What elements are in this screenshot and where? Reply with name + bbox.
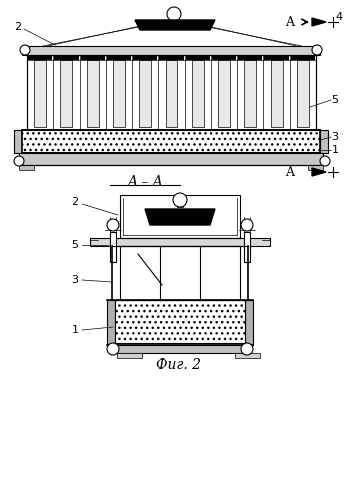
Bar bbox=[238, 55, 262, 60]
Circle shape bbox=[312, 45, 322, 55]
Text: 2: 2 bbox=[71, 197, 78, 207]
Bar bbox=[19, 153, 323, 165]
Text: 5: 5 bbox=[72, 240, 78, 250]
Bar bbox=[107, 55, 131, 60]
Text: A: A bbox=[285, 166, 294, 178]
Text: 1: 1 bbox=[72, 325, 78, 335]
Text: A – A: A – A bbox=[127, 175, 163, 189]
Bar bbox=[244, 60, 256, 127]
Circle shape bbox=[107, 219, 119, 231]
Text: 1: 1 bbox=[332, 145, 338, 155]
Bar bbox=[120, 195, 240, 238]
Polygon shape bbox=[312, 18, 326, 26]
Bar bbox=[218, 60, 230, 127]
Bar bbox=[19, 165, 34, 170]
Bar bbox=[133, 55, 157, 60]
Bar bbox=[265, 55, 289, 60]
Circle shape bbox=[107, 343, 119, 355]
Bar bbox=[120, 246, 240, 300]
Circle shape bbox=[173, 193, 187, 207]
Text: 5: 5 bbox=[332, 95, 338, 105]
Polygon shape bbox=[135, 20, 215, 30]
Bar bbox=[192, 60, 204, 127]
Bar bbox=[28, 55, 52, 60]
Bar bbox=[308, 165, 323, 170]
Bar bbox=[320, 130, 328, 153]
Circle shape bbox=[20, 45, 30, 55]
Bar bbox=[245, 300, 253, 345]
Bar bbox=[27, 55, 316, 130]
Circle shape bbox=[14, 156, 24, 166]
Text: Фиг. 2: Фиг. 2 bbox=[156, 358, 201, 372]
Polygon shape bbox=[145, 209, 215, 225]
Bar bbox=[159, 55, 184, 60]
Circle shape bbox=[241, 219, 253, 231]
Bar bbox=[113, 60, 125, 127]
Circle shape bbox=[320, 156, 330, 166]
Text: 3: 3 bbox=[72, 275, 78, 285]
Bar bbox=[139, 60, 151, 127]
Bar bbox=[22, 46, 320, 55]
Text: 4: 4 bbox=[336, 12, 343, 22]
Bar bbox=[235, 353, 260, 358]
Bar bbox=[87, 60, 99, 127]
Bar bbox=[27, 55, 316, 130]
Text: 2: 2 bbox=[14, 22, 22, 32]
Bar bbox=[107, 300, 115, 345]
Bar bbox=[90, 238, 270, 246]
Bar bbox=[81, 55, 105, 60]
Bar bbox=[166, 60, 177, 127]
Polygon shape bbox=[312, 168, 326, 176]
Circle shape bbox=[241, 343, 253, 355]
Bar bbox=[109, 345, 251, 353]
Bar bbox=[54, 55, 78, 60]
Bar bbox=[14, 130, 22, 153]
Bar bbox=[212, 55, 236, 60]
Text: A: A bbox=[285, 16, 294, 28]
Bar bbox=[34, 60, 46, 127]
Bar bbox=[271, 60, 283, 127]
Circle shape bbox=[167, 7, 181, 21]
Bar bbox=[110, 232, 116, 262]
Bar bbox=[115, 300, 245, 343]
Bar bbox=[186, 55, 210, 60]
Bar bbox=[22, 130, 320, 153]
Text: 3: 3 bbox=[332, 132, 338, 142]
Bar bbox=[297, 60, 309, 127]
Bar bbox=[60, 60, 72, 127]
Bar bbox=[291, 55, 315, 60]
Bar bbox=[244, 232, 250, 262]
Bar bbox=[117, 353, 142, 358]
